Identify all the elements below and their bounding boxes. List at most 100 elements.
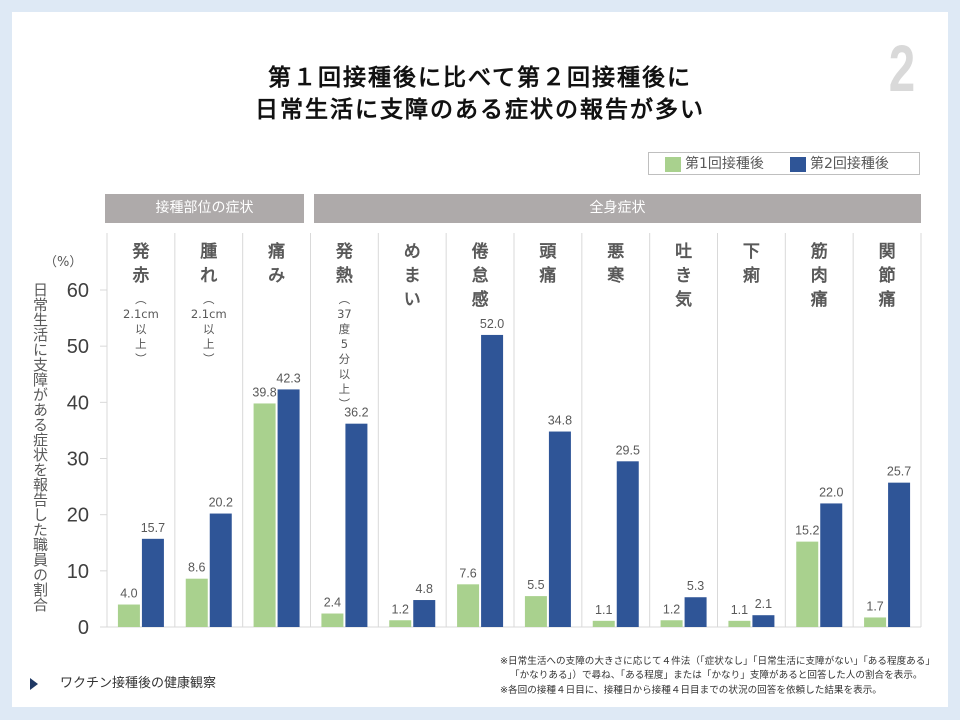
category-label: めまい xyxy=(378,240,446,312)
category-name: 下痢 xyxy=(742,242,760,286)
category-note: ︵ 2.1cm 以上 ︶ xyxy=(123,292,159,366)
value-label-dose1: 1.2 xyxy=(663,602,680,616)
bar-dose1 xyxy=(389,620,412,627)
legend-label-dose1: 第1回接種後 xyxy=(685,156,764,172)
bar-dose2 xyxy=(481,334,504,627)
value-label-dose2: 29.5 xyxy=(616,443,640,457)
category-name: 発熱 xyxy=(335,242,353,286)
slide-title-line-2: 日常生活に支障のある症状の報告が多い xyxy=(255,97,705,123)
bar-dose2 xyxy=(209,513,232,627)
bar-dose1 xyxy=(864,617,887,627)
group-header-systemic: 全身症状 xyxy=(314,194,921,223)
y-axis-title: 日常生活に支障がある症状を報告した職員の割合 xyxy=(31,282,49,612)
value-label-dose2: 25.7 xyxy=(887,465,911,479)
bar-dose1 xyxy=(457,584,480,627)
bar-dose2 xyxy=(141,538,164,627)
value-label-dose1: 1.1 xyxy=(731,603,748,617)
group-header-injection-site: 接種部位の症状 xyxy=(105,194,304,223)
y-tick-label: 0 xyxy=(78,617,89,639)
bar-dose1 xyxy=(592,620,615,627)
value-label-dose2: 22.0 xyxy=(819,485,843,499)
bar-dose2 xyxy=(820,503,843,627)
value-label-dose1: 39.8 xyxy=(252,385,276,399)
bar-dose1 xyxy=(728,620,751,627)
bar-dose2 xyxy=(684,597,707,627)
category-label: 頭痛 xyxy=(514,240,582,288)
category-label: 発赤 ︵ 2.1cm 以上 ︶ xyxy=(107,240,175,367)
value-label-dose2: 5.3 xyxy=(687,579,704,593)
value-label-dose2: 36.2 xyxy=(344,406,368,420)
bar-dose1 xyxy=(185,578,208,627)
bar-dose2 xyxy=(277,389,300,627)
category-label: 倦怠感 xyxy=(446,240,514,312)
legend-swatch-dose2 xyxy=(790,157,806,172)
category-name: めまい xyxy=(403,242,421,310)
category-name: 腫れ xyxy=(200,242,218,286)
bar-dose1 xyxy=(117,604,140,627)
value-label-dose2: 4.8 xyxy=(416,582,433,596)
category-label: 痛み xyxy=(243,240,311,288)
y-tick-label: 40 xyxy=(67,392,89,414)
value-label-dose1: 1.7 xyxy=(866,599,883,613)
triangle-right-icon xyxy=(30,678,38,690)
slide-title-line-1: 第１回接種後に比べて第２回接種後に xyxy=(267,65,693,91)
bar-dose1 xyxy=(524,596,547,627)
y-tick-label: 50 xyxy=(67,336,89,358)
footnote-2: 「かなりある」）で尋ね、「ある程度」または「かなり」支障があると回答した人の割合… xyxy=(510,670,923,681)
category-label: 悪寒 xyxy=(582,240,650,288)
y-axis-unit: （%） xyxy=(44,255,83,270)
y-tick-label: 20 xyxy=(67,505,89,527)
footnote-1: ※日常生活への支障の大きさに応じて４件法（「症状なし」「日常生活に支障がない」「… xyxy=(500,656,935,667)
category-label: 下痢 xyxy=(718,240,786,288)
y-tick-label: 60 xyxy=(67,280,89,302)
value-label-dose1: 8.6 xyxy=(188,561,205,575)
category-note: ︵ 2.1cm 以上 ︶ xyxy=(190,292,227,366)
page-number: 2 xyxy=(888,31,916,105)
chart-legend: 第1回接種後 第2回接種後 xyxy=(648,152,920,175)
bar-dose1 xyxy=(253,403,276,627)
category-name: 頭痛 xyxy=(539,242,557,286)
legend-label-dose2: 第2回接種後 xyxy=(810,156,889,172)
category-label: 筋肉痛 xyxy=(785,240,853,312)
bar-dose2 xyxy=(752,615,775,627)
value-label-dose1: 15.2 xyxy=(795,524,819,538)
category-note: ︵ 37 度 5 分以上 ︶ xyxy=(337,292,352,411)
category-name: 悪寒 xyxy=(607,242,625,286)
legend-swatch-dose1 xyxy=(665,157,681,172)
category-label: 腫れ ︵ 2.1cm 以上 ︶ xyxy=(175,240,243,367)
section-nav-label[interactable]: ワクチン接種後の健康観察 xyxy=(60,676,217,691)
value-label-dose1: 7.6 xyxy=(459,566,476,580)
y-tick-label: 30 xyxy=(67,449,89,471)
bar-dose2 xyxy=(888,482,911,627)
bar-dose2 xyxy=(548,431,571,627)
category-name: 筋肉痛 xyxy=(810,242,828,310)
value-label-dose2: 52.0 xyxy=(480,317,504,331)
category-name: 関節痛 xyxy=(878,242,896,310)
value-label-dose1: 4.0 xyxy=(120,587,137,601)
value-label-dose2: 42.3 xyxy=(276,371,300,385)
value-label-dose2: 15.7 xyxy=(141,521,165,535)
category-name: 吐き気 xyxy=(675,242,693,310)
category-label: 吐き気 xyxy=(650,240,718,312)
footnote-3: ※各回の接種４日目に、接種日から接種４日目までの状況の回答を依頼した結果を表示。 xyxy=(500,685,882,696)
bar-dose2 xyxy=(345,423,368,627)
category-label: 発熱 ︵ 37 度 5 分以上 ︶ xyxy=(311,240,379,412)
value-label-dose2: 34.8 xyxy=(548,414,572,428)
value-label-dose1: 1.2 xyxy=(392,602,409,616)
bar-dose2 xyxy=(616,461,639,627)
slide-panel xyxy=(12,12,948,707)
category-label: 関節痛 xyxy=(853,240,921,312)
value-label-dose1: 2.4 xyxy=(324,596,341,610)
bar-dose1 xyxy=(660,620,683,627)
value-label-dose1: 5.5 xyxy=(527,578,544,592)
category-name: 痛み xyxy=(268,242,286,286)
category-name: 発赤 xyxy=(132,242,150,286)
y-tick-label: 10 xyxy=(67,561,89,583)
bar-dose1 xyxy=(321,613,344,627)
value-label-dose2: 2.1 xyxy=(755,597,772,611)
bar-dose2 xyxy=(413,600,436,627)
bar-dose1 xyxy=(796,541,819,627)
category-name: 倦怠感 xyxy=(471,242,489,310)
value-label-dose2: 20.2 xyxy=(209,496,233,510)
